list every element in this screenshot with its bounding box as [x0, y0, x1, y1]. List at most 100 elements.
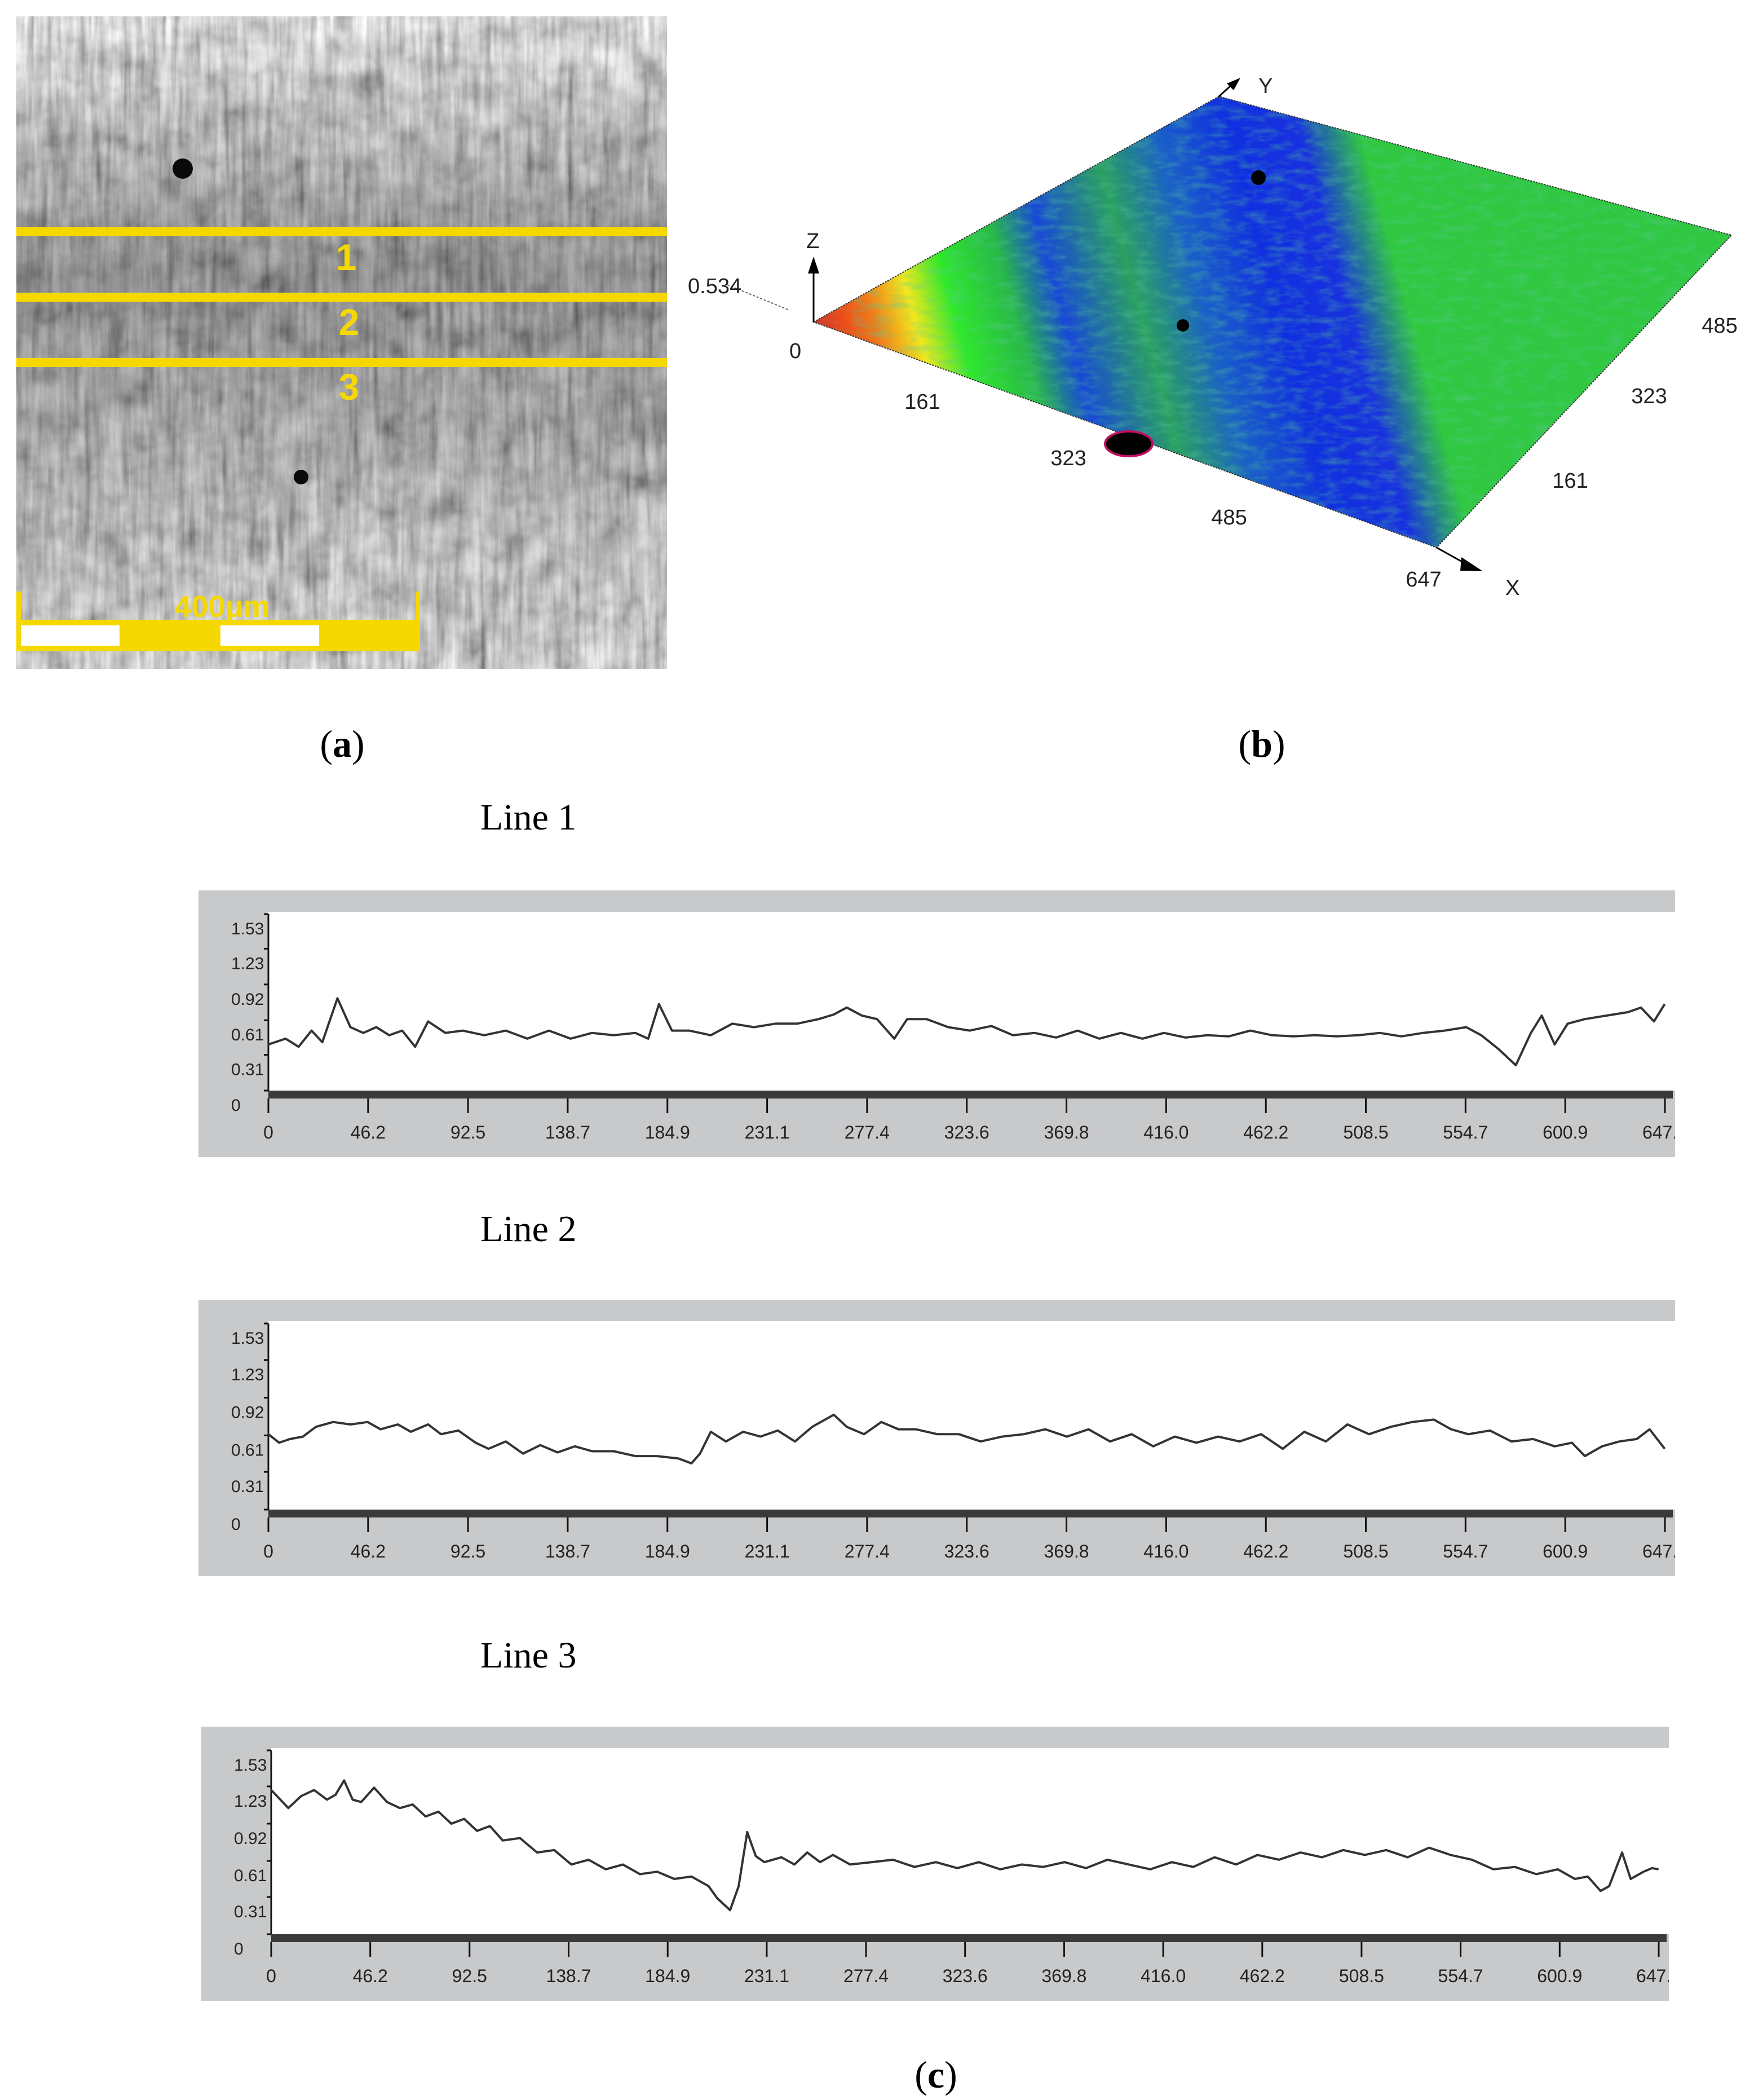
- x-tick-label: 0: [263, 1541, 273, 1561]
- x-tick-label: 92.5: [450, 1541, 485, 1561]
- x-tick-label: 92.5: [450, 1122, 485, 1142]
- caption-a: (a): [320, 722, 364, 766]
- profile-line-3: [16, 358, 667, 367]
- x-tick-label: 0: [263, 1122, 273, 1142]
- x-tick-label: 161: [904, 390, 940, 414]
- x-tick-label: 46.2: [351, 1541, 386, 1561]
- x-tick-label: 231.1: [745, 1122, 790, 1142]
- caption-letter: b: [1251, 722, 1273, 765]
- z-axis-label: Z: [806, 230, 819, 253]
- z-axis-arrow-icon: [808, 257, 819, 273]
- plot-area: [271, 1748, 1669, 1934]
- x-tick-label: 647.1: [1642, 1122, 1675, 1142]
- profile-series-line: [270, 1779, 1659, 1912]
- y-tick-label: 0.92: [231, 1404, 264, 1422]
- x-axis: [268, 1091, 1673, 1098]
- x-axis: [268, 1510, 1673, 1517]
- x-tick-label: 600.9: [1543, 1122, 1588, 1142]
- x-tick-label: 462.2: [1243, 1122, 1288, 1142]
- y-tick-label: 0.61: [234, 1867, 267, 1885]
- y-tick-label: 0.31: [231, 1477, 264, 1496]
- x-tick-label: 277.4: [843, 1966, 889, 1986]
- chart-svg: 1.53 1.23 0.92 0.61 0.31 0 0 46.2 92.5 138.7 184.9…: [231, 1321, 1675, 1561]
- chart-title-line-1: Line 1: [480, 797, 577, 838]
- x-axis-label: X: [1505, 576, 1519, 600]
- x-tick-label: 0: [266, 1966, 276, 1986]
- y-tick-label: 0: [231, 1096, 241, 1115]
- y-axis-label: Y: [1258, 74, 1273, 98]
- y-tick-label: 1.53: [234, 1756, 267, 1775]
- chart-title-line-2: Line 2: [480, 1208, 577, 1250]
- x-tick-label: 647.1: [1636, 1966, 1669, 1986]
- plot-area: [268, 912, 1675, 1091]
- x-tick-label: 416.0: [1143, 1122, 1189, 1142]
- x-tick-label: 323.6: [944, 1541, 989, 1561]
- surface-3d-map: Y Z X 0.534 0 161 323 485 647 161 323 48…: [688, 74, 1738, 600]
- caption-paren: ): [944, 2053, 957, 2096]
- y-tick-label: 0.61: [231, 1026, 264, 1044]
- x-tick-label: 92.5: [452, 1966, 487, 1986]
- x-tick-label: 138.7: [545, 1541, 590, 1561]
- z-max-label: 0.534: [688, 275, 741, 298]
- x-tick-label: 277.4: [845, 1541, 890, 1561]
- y-tick-label: 1.23: [234, 1792, 267, 1811]
- pit-mark: [1251, 170, 1266, 185]
- y-tick-label: 1.23: [231, 1366, 264, 1384]
- y-tick-label: 1.53: [231, 1329, 264, 1348]
- x-tick-label: 416.0: [1143, 1541, 1189, 1561]
- x-tick-label: 416.0: [1141, 1966, 1186, 1986]
- x-tick-label: 462.2: [1240, 1966, 1285, 1986]
- chart-svg: 1.53 1.23 0.92 0.61 0.31 0 0 46.2 92.5 138.7 184.9…: [234, 1748, 1669, 1986]
- profile-chart-line-1: 1.53 1.23 0.92 0.61 0.31 0 0 46.2 92.5 138.7 184.9…: [198, 890, 1675, 1157]
- x-tick-label: 323.6: [944, 1122, 989, 1142]
- profile-series-line: [267, 1413, 1666, 1464]
- x-tick-label: 138.7: [546, 1966, 591, 1986]
- x-tick-label: 323.6: [943, 1966, 988, 1986]
- x-axis-arrow-icon: [1460, 557, 1483, 571]
- y-tick-label: 0: [231, 1515, 241, 1534]
- caption-paren: (: [320, 722, 333, 765]
- profile-line-2: [16, 293, 667, 302]
- y-tick-label: 323: [1631, 385, 1667, 408]
- x-tick-label: 46.2: [351, 1122, 386, 1142]
- x-tick-label: 554.7: [1438, 1966, 1483, 1986]
- x-tick-label: 554.7: [1443, 1541, 1488, 1561]
- y-axis: [1218, 83, 1233, 98]
- pit-mark: [1104, 430, 1154, 457]
- x-tick-label: 184.9: [645, 1541, 690, 1561]
- scale-bar: 400µm: [16, 590, 420, 651]
- x-tick-label: 462.2: [1243, 1541, 1288, 1561]
- pit-mark: [1177, 319, 1189, 332]
- y-tick-label: 161: [1552, 469, 1588, 493]
- x-tick-label: 323: [1050, 447, 1086, 470]
- profile-line-1-label: 1: [336, 236, 357, 278]
- scale-bar-label: 400µm: [174, 590, 270, 624]
- y-tick-label: 1.53: [231, 920, 264, 938]
- y-tick-label: 0.92: [231, 990, 264, 1009]
- x-tick-label: 647.1: [1642, 1541, 1675, 1561]
- sem-micrograph: 1 2 3 400µm: [16, 16, 667, 669]
- x-tick-label: 600.9: [1537, 1966, 1582, 1986]
- caption-paren: (: [1238, 722, 1252, 765]
- x-tick-label: 508.5: [1339, 1966, 1384, 1986]
- caption-letter: a: [333, 722, 352, 765]
- x-axis: [271, 1934, 1667, 1942]
- x-axis: [1436, 546, 1466, 565]
- chart-svg: 1.53 1.23 0.92 0.61 0.31 0 0 46.2 92.5 138.7 184.9…: [231, 912, 1675, 1142]
- caption-paren: ): [1272, 722, 1285, 765]
- pore-mark: [173, 158, 193, 179]
- profile-chart-line-2: 1.53 1.23 0.92 0.61 0.31 0 0 46.2 92.5 138.7 184.9…: [198, 1300, 1675, 1576]
- x-tick-label: 369.8: [1041, 1966, 1086, 1986]
- plot-area: [268, 1321, 1675, 1510]
- caption-paren: ): [352, 722, 365, 765]
- x-tick-label: 485: [1211, 506, 1247, 530]
- profile-line-1: [16, 227, 667, 236]
- caption-letter: c: [927, 2053, 945, 2096]
- z-max-leader: [727, 284, 790, 311]
- x-tick-label: 369.8: [1044, 1541, 1089, 1561]
- profile-chart-line-3: 1.53 1.23 0.92 0.61 0.31 0 0 46.2 92.5 138.7 184.9…: [201, 1727, 1669, 2001]
- profile-series-line: [268, 997, 1666, 1066]
- caption-paren: (: [915, 2053, 927, 2096]
- x-tick-label: 600.9: [1543, 1541, 1588, 1561]
- x-tick-label: 647: [1406, 568, 1441, 592]
